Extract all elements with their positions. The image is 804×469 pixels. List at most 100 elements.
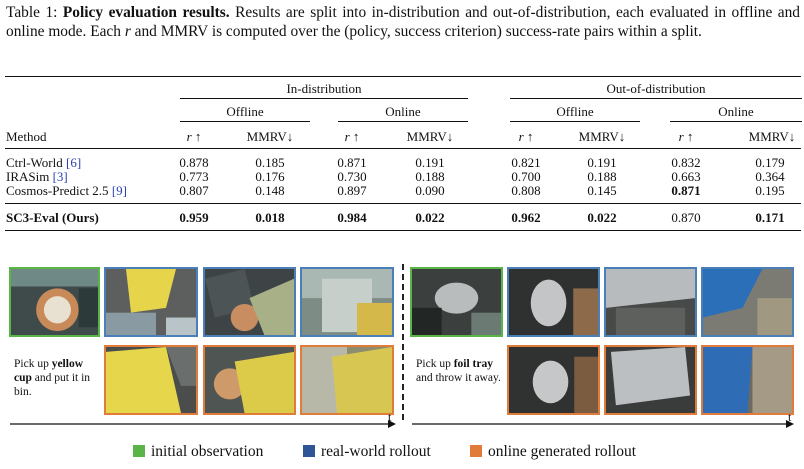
table-top-rule xyxy=(5,76,801,78)
mode-header-ood-offline: Offline xyxy=(556,104,594,119)
group-underline-out xyxy=(510,98,802,99)
table-caption: Table 1: Policy evaluation results. Resu… xyxy=(6,4,800,41)
table-cell: 0.878 xyxy=(179,155,209,170)
mode-underline-4 xyxy=(670,121,802,122)
generated-rollout-frame-left-2 xyxy=(203,345,296,415)
metric-header-2: r ↑ xyxy=(344,129,360,144)
table-cell: 0.176 xyxy=(255,169,285,184)
method-name: IRASim xyxy=(6,169,50,184)
table-cell: 0.808 xyxy=(511,183,541,198)
camera-image-icon xyxy=(703,347,792,413)
task-right-post: and throw it away. xyxy=(416,372,501,384)
table-cell: 0.897 xyxy=(337,183,367,198)
table-row-method: Cosmos-Predict 2.5 [9] xyxy=(6,183,127,199)
mode-underline-1 xyxy=(180,121,310,122)
table-cell-ours: 0.171 xyxy=(755,210,785,225)
table-cell-ours: 0.984 xyxy=(337,210,367,225)
camera-image-icon xyxy=(205,269,294,335)
initial-observation-frame-right xyxy=(410,267,503,337)
time-label-right: t xyxy=(788,410,792,424)
table-cell: 0.090 xyxy=(415,183,445,198)
task-instruction-right: Pick up foil tray and throw it away. xyxy=(416,357,502,385)
metric-header-0: r ↑ xyxy=(186,129,202,144)
table-bottom-rule xyxy=(5,230,801,232)
table-cell-ours: 0.018 xyxy=(255,210,285,225)
legend-swatch-blue xyxy=(303,445,315,457)
legend-swatch-green xyxy=(133,445,145,457)
table-row-method-ours: SC3-Eval (Ours) xyxy=(6,210,99,225)
table-cell: 0.773 xyxy=(179,169,209,184)
table-cell: 0.871 xyxy=(671,183,701,198)
metric-header-6: r ↑ xyxy=(678,129,694,144)
table-cell: 0.364 xyxy=(755,169,785,184)
time-axis xyxy=(10,420,794,428)
citation-link[interactable]: [3] xyxy=(52,169,68,184)
table-cell: 0.188 xyxy=(415,169,445,184)
task-left-post: and put it in bin. xyxy=(14,372,91,398)
generated-rollout-frame-left-3 xyxy=(300,345,394,415)
camera-image-icon xyxy=(509,347,598,413)
real-rollout-frame-right-2 xyxy=(604,267,697,337)
legend-label-real: real-world rollout xyxy=(321,443,431,460)
real-rollout-frame-left-1 xyxy=(104,267,198,337)
table-cell: 0.663 xyxy=(671,169,701,184)
camera-image-icon xyxy=(302,269,392,335)
table-cell: 0.148 xyxy=(255,183,285,198)
initial-observation-frame-left xyxy=(9,267,100,337)
table-cell-ours: 0.870 xyxy=(671,210,701,225)
camera-image-icon xyxy=(205,347,294,413)
method-header: Method xyxy=(6,129,47,144)
task-right-object: foil tray xyxy=(453,358,493,370)
real-rollout-frame-right-3 xyxy=(701,267,794,337)
caption-bold-title: Policy evaluation results. xyxy=(62,4,230,21)
camera-image-icon xyxy=(703,269,792,335)
generated-rollout-frame-right-2 xyxy=(604,345,697,415)
group-header-out-of-distribution: Out-of-distribution xyxy=(606,81,706,96)
table-cell: 0.179 xyxy=(755,155,785,170)
task-left-object: yellow cup xyxy=(14,358,84,384)
legend-generated: online generated rollout xyxy=(470,443,636,461)
method-name: Cosmos-Predict 2.5 xyxy=(6,183,109,198)
real-rollout-frame-right-1 xyxy=(507,267,600,337)
camera-image-icon xyxy=(106,347,196,413)
table-cell: 0.730 xyxy=(337,169,367,184)
legend-initial: initial observation xyxy=(133,443,263,461)
metric-header-4: r ↑ xyxy=(518,129,534,144)
time-label-left: t xyxy=(388,410,392,424)
split-divider xyxy=(402,264,404,420)
mode-header-ood-online: Online xyxy=(718,104,754,119)
mode-header-id-online: Online xyxy=(385,104,421,119)
table-cell-ours: 0.959 xyxy=(179,210,209,225)
group-underline-in xyxy=(180,98,468,99)
mode-underline-2 xyxy=(338,121,468,122)
table-cell: 0.832 xyxy=(671,155,701,170)
camera-image-icon xyxy=(302,347,392,413)
legend-label-generated: online generated rollout xyxy=(488,443,637,460)
citation-link[interactable]: [6] xyxy=(65,155,82,170)
citation-link[interactable]: [9] xyxy=(111,183,127,198)
legend-swatch-orange xyxy=(470,445,482,457)
camera-image-icon xyxy=(606,347,695,413)
generated-rollout-frame-left-1 xyxy=(104,345,198,415)
real-rollout-frame-left-2 xyxy=(203,267,296,337)
camera-image-icon xyxy=(412,269,501,335)
table-cell: 0.191 xyxy=(587,155,617,170)
real-rollout-frame-left-3 xyxy=(300,267,394,337)
table-row-method: IRASim [3] xyxy=(6,169,68,185)
table-ours-rule xyxy=(5,203,801,204)
metric-header-5: MMRV↓ xyxy=(578,129,626,144)
table-cell-ours: 0.022 xyxy=(587,210,617,225)
task-instruction-left: Pick up yellow cup and put it in bin. xyxy=(14,357,100,399)
caption-label: Table 1: xyxy=(6,4,63,21)
table-cell: 0.191 xyxy=(415,155,445,170)
task-right-pre: Pick up xyxy=(416,358,454,370)
camera-image-icon xyxy=(606,269,695,335)
table-cell-ours: 0.962 xyxy=(511,210,541,225)
mode-underline-3 xyxy=(510,121,640,122)
legend-real: real-world rollout xyxy=(303,443,431,461)
table-cell: 0.195 xyxy=(755,183,785,198)
table-cell: 0.821 xyxy=(511,155,541,170)
group-header-in-distribution: In-distribution xyxy=(286,81,362,96)
camera-image-icon xyxy=(509,269,598,335)
method-name: Ctrl-World xyxy=(6,155,63,170)
